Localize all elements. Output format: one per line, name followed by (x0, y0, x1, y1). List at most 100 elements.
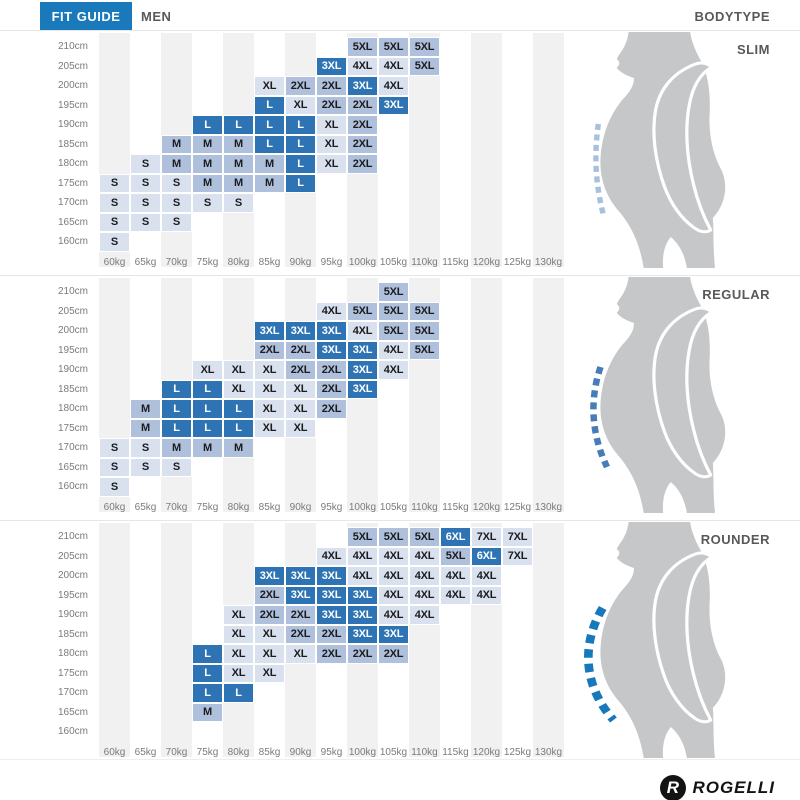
size-cell: XL (285, 95, 316, 115)
height-label: 205cm (57, 305, 88, 317)
weight-label: 125kg (503, 501, 532, 513)
size-cell: XL (285, 399, 316, 419)
size-cell: 4XL (471, 566, 502, 586)
height-label: 175cm (57, 422, 88, 434)
size-cell: 5XL (378, 321, 409, 341)
height-label: 195cm (57, 589, 88, 601)
size-cell: 4XL (440, 566, 471, 586)
weight-label: 100kg (348, 256, 377, 268)
height-label: 205cm (57, 550, 88, 562)
rogelli-logo-icon: R (660, 775, 687, 800)
size-cell: 4XL (471, 585, 502, 605)
header: FIT GUIDE MEN BODYTYPE (0, 0, 800, 30)
weight-label: 60kg (103, 256, 126, 268)
size-cell: L (192, 115, 223, 135)
size-cell: L (285, 115, 316, 135)
size-cell: M (254, 173, 285, 193)
size-cell: S (130, 457, 161, 477)
size-cell: L (192, 418, 223, 438)
size-cell: S (99, 477, 130, 497)
size-cell: XL (254, 76, 285, 96)
weight-label: 65kg (134, 746, 157, 758)
size-cell: M (223, 438, 254, 458)
size-grid: 210cm 5XL 5XL 5XL 205cm 3XL 4XL 4XL 5XL 200cm XL 2X… (40, 37, 564, 268)
size-cell: S (99, 173, 130, 193)
weight-label: 105kg (379, 501, 408, 513)
size-cell: 5XL (347, 527, 378, 547)
weight-label: 90kg (289, 746, 312, 758)
size-cell: L (161, 418, 192, 438)
weight-label: 100kg (348, 501, 377, 513)
size-cell: M (223, 154, 254, 174)
size-cell: 2XL (316, 399, 347, 419)
weight-label: 80kg (227, 746, 250, 758)
height-label: 180cm (57, 403, 88, 415)
size-cell: S (130, 438, 161, 458)
bodytype-silhouette-icon (593, 32, 726, 268)
fit-guide-badge: FIT GUIDE (40, 2, 132, 30)
weight-label: 130kg (534, 746, 563, 758)
weight-label: 95kg (320, 256, 343, 268)
size-cell: 2XL (285, 76, 316, 96)
weight-label: 125kg (503, 746, 532, 758)
footer: R ROGELLI (0, 766, 800, 800)
size-cell: 2XL (316, 644, 347, 664)
weight-label: 130kg (534, 501, 563, 513)
weight-label: 100kg (348, 746, 377, 758)
size-cell: 5XL (409, 321, 440, 341)
size-grid: 210cm 5XL 5XL 5XL 6XL 7XL 7XL 205cm 4XL 4XL 4XL 4XL… (40, 527, 564, 758)
size-cell: L (192, 399, 223, 419)
bodytype-silhouette-icon (584, 522, 726, 758)
size-cell: 2XL (316, 360, 347, 380)
size-cell: M (161, 154, 192, 174)
weight-label: 70kg (165, 501, 188, 513)
size-cell: 3XL (347, 624, 378, 644)
size-cell: 7XL (502, 546, 533, 566)
weight-label: 60kg (103, 746, 126, 758)
weight-label: 115kg (442, 501, 469, 513)
weight-label: 110kg (411, 256, 438, 268)
rogelli-logo-text: ROGELLI (692, 778, 775, 797)
size-cell: 3XL (378, 624, 409, 644)
arm-outline (652, 61, 714, 234)
size-cell: L (223, 683, 254, 703)
fit-panel-slim: 210cm 5XL 5XL 5XL 205cm 3XL 4XL 4XL 5XL 200cm XL 2X… (0, 30, 800, 269)
size-cell: XL (254, 418, 285, 438)
bodytype-header-label: BODYTYPE (694, 8, 770, 24)
size-cell: L (223, 115, 254, 135)
size-cell: 3XL (347, 585, 378, 605)
weight-label: 80kg (227, 501, 250, 513)
size-cell: S (161, 457, 192, 477)
size-cell: XL (316, 154, 347, 174)
height-label: 200cm (57, 80, 88, 92)
weight-label: 130kg (534, 256, 563, 268)
size-cell: 4XL (347, 56, 378, 76)
size-cell: XL (254, 644, 285, 664)
size-cell: 2XL (347, 95, 378, 115)
height-label: 165cm (57, 706, 88, 718)
size-cell: XL (285, 418, 316, 438)
size-cell: 3XL (378, 95, 409, 115)
size-cell: 2XL (347, 115, 378, 135)
weight-label: 115kg (442, 256, 469, 268)
size-cell: XL (254, 379, 285, 399)
size-cell: XL (254, 399, 285, 419)
size-cell: 2XL (347, 644, 378, 664)
size-cell: 3XL (254, 321, 285, 341)
height-label: 210cm (57, 41, 88, 53)
size-cell: 6XL (471, 546, 502, 566)
weight-label: 75kg (196, 256, 219, 268)
size-cell: 3XL (347, 379, 378, 399)
size-cell: 4XL (347, 546, 378, 566)
arm-outline (652, 306, 714, 479)
size-cell: 2XL (316, 379, 347, 399)
weight-label: 70kg (165, 746, 188, 758)
size-cell: 2XL (347, 134, 378, 154)
size-cell: 4XL (316, 301, 347, 321)
size-cell: 3XL (316, 585, 347, 605)
weight-label: 125kg (503, 256, 532, 268)
height-label: 170cm (57, 687, 88, 699)
height-label: 165cm (57, 216, 88, 228)
size-cell: L (192, 644, 223, 664)
size-cell: M (130, 399, 161, 419)
